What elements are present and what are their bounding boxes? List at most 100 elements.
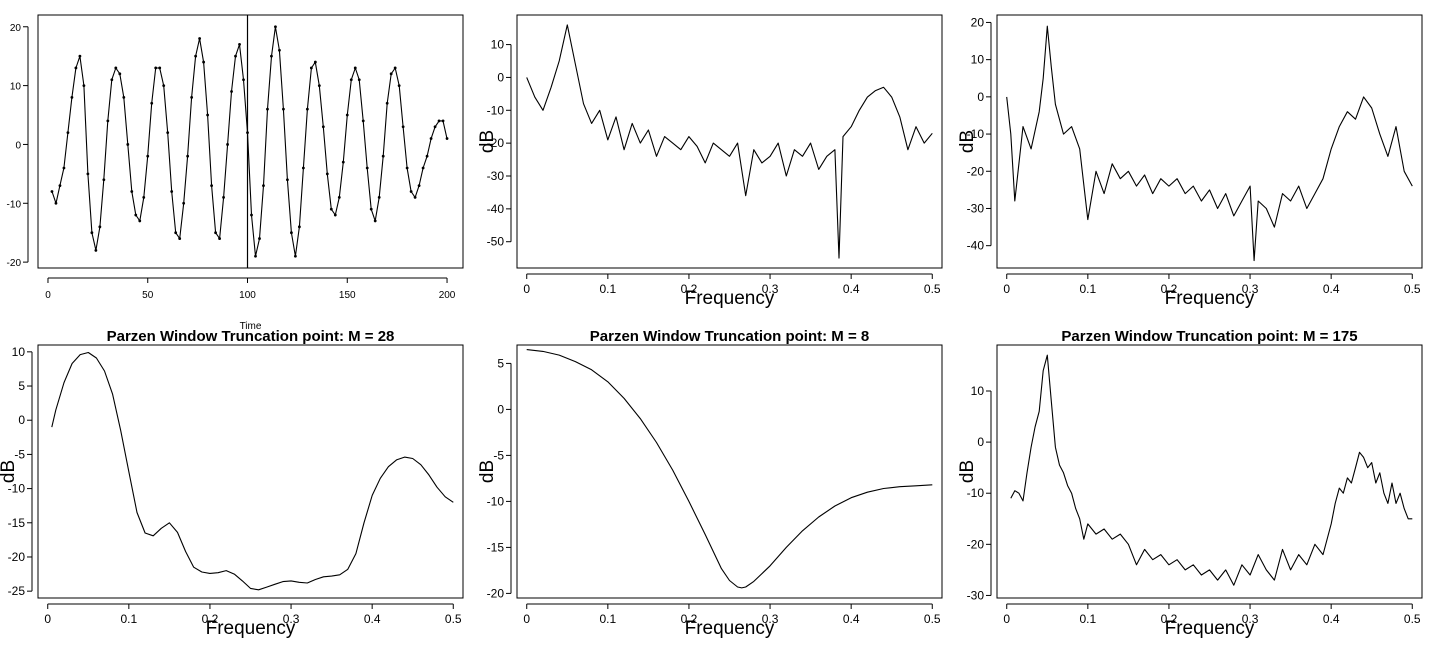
y-tick-label: -40 (487, 202, 505, 216)
data-point (102, 178, 106, 182)
y-tick-label: -20 (967, 164, 985, 178)
data-point (50, 190, 54, 193)
data-point (174, 231, 178, 235)
x-tick-label: 0.4 (843, 282, 860, 296)
x-axis-label: Frequency (1165, 288, 1255, 309)
chart-title: Parzen Window Truncation point: M = 8 (590, 328, 869, 345)
x-tick-label: 0.3 (762, 282, 779, 296)
data-point (377, 195, 381, 199)
data-point (126, 143, 130, 146)
data-point (178, 237, 182, 240)
y-tick-label: -10 (967, 486, 985, 500)
x-tick-label: 0.5 (1404, 282, 1421, 296)
data-point (210, 184, 213, 188)
data-point (158, 66, 162, 70)
data-point (441, 119, 445, 123)
x-tick-label: 0 (44, 612, 51, 626)
data-point (270, 54, 273, 58)
y-tick-label: 0 (497, 402, 504, 416)
data-point (170, 190, 174, 193)
data-point (54, 201, 58, 205)
y-tick-label: -10 (7, 199, 22, 210)
data-point (202, 60, 206, 64)
y-tick-label: -5 (493, 448, 504, 462)
x-tick-label: 0.1 (599, 282, 616, 296)
x-tick-label: 0.2 (681, 282, 698, 296)
data-point (90, 231, 94, 235)
data-point (122, 95, 126, 99)
data-point (214, 231, 217, 235)
data-point (325, 172, 329, 176)
y-tick-label: -20 (8, 550, 26, 564)
series-line (1006, 25, 1413, 262)
data-point (425, 154, 429, 158)
x-tick-label: 0.1 (1079, 282, 1096, 296)
data-point (70, 95, 74, 99)
y-tick-label: 10 (491, 38, 505, 52)
data-point (341, 160, 345, 164)
y-tick-label: 5 (18, 379, 25, 393)
data-point (118, 72, 122, 76)
x-tick-label: 0.2 (1161, 282, 1178, 296)
data-point (409, 190, 413, 193)
data-point (389, 72, 393, 76)
data-point (317, 84, 321, 88)
y-tick-label: -10 (967, 127, 985, 141)
data-point (385, 101, 389, 105)
x-tick-label: 0.3 (762, 612, 779, 626)
x-tick-label: 0.5 (924, 612, 941, 626)
x-axis-label: Frequency (1165, 618, 1255, 639)
x-axis-label: Frequency (685, 618, 775, 639)
data-point (290, 231, 293, 235)
data-point (349, 78, 353, 82)
data-point (190, 95, 194, 99)
series-line (1010, 354, 1413, 586)
panel-parzen-m175: 0 0.1 0.2 0.3 0.4 0.5 -30 -20 -10 0 10 Frequency dB P… (957, 328, 1423, 639)
x-tick-label: 0.5 (445, 612, 462, 626)
series-line (51, 26, 448, 257)
data-point (150, 101, 154, 105)
x-tick-label: 0.2 (202, 612, 219, 626)
data-point (293, 254, 297, 258)
data-point (357, 78, 361, 82)
panel-raw-periodogram-1: 0 0.1 0.2 0.3 0.4 0.5 -50 -40 -30 -20 -10 0 10 Freque… (477, 14, 943, 309)
data-point (142, 195, 146, 199)
y-tick-label: -10 (8, 482, 26, 496)
data-point (186, 154, 190, 158)
y-tick-label: -5 (14, 447, 25, 461)
data-point (397, 84, 401, 88)
data-point (433, 125, 437, 129)
y-tick-label: -30 (967, 201, 985, 215)
x-tick-label: 0.1 (120, 612, 137, 626)
data-point (393, 66, 397, 70)
series-line (526, 24, 933, 259)
x-tick-label: 0.3 (1242, 282, 1259, 296)
data-point (94, 248, 98, 252)
x-tick-label: 0 (1003, 612, 1010, 626)
data-point (250, 213, 253, 217)
y-tick-label: 10 (971, 384, 985, 398)
plot-frame (37, 344, 464, 599)
data-point (297, 225, 301, 229)
x-tick-label: 0.4 (1323, 612, 1340, 626)
y-tick-label: -15 (8, 516, 26, 530)
data-point (238, 43, 241, 46)
data-point (345, 113, 349, 117)
plot-frame (516, 14, 943, 269)
data-point (286, 178, 289, 182)
y-tick-label: -40 (967, 239, 985, 253)
data-point (258, 237, 261, 240)
x-tick-label: 0.1 (1079, 612, 1096, 626)
data-point (222, 195, 225, 199)
y-axis-label: dB (477, 130, 498, 153)
data-point (78, 54, 82, 58)
data-point (146, 154, 150, 158)
data-point (369, 207, 373, 211)
y-axis-label: dB (477, 460, 498, 483)
x-tick-label: 50 (142, 290, 154, 301)
y-tick-label: -20 (7, 258, 22, 269)
data-point (206, 113, 210, 117)
y-axis-label: dB (0, 460, 19, 483)
y-tick-label: -30 (487, 169, 505, 183)
